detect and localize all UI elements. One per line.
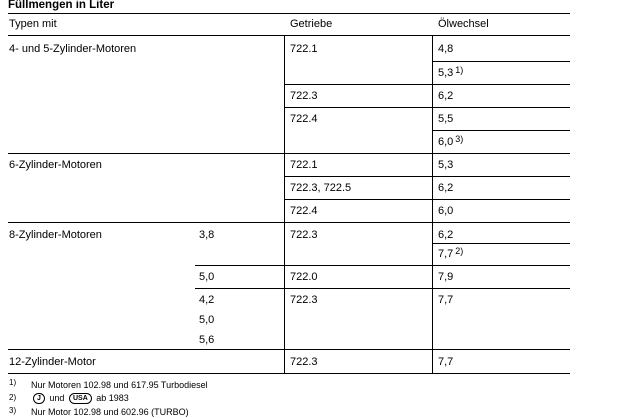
gear-column-divider: [284, 35, 285, 373]
oil-value: 5,3 1): [438, 65, 464, 79]
table-bottom-rule: [8, 373, 570, 374]
country-badge-usa: USA: [68, 393, 92, 405]
header-type: Typen mit: [9, 18, 57, 30]
oil-value: 7,7 2): [438, 246, 464, 260]
oil-row-rule: [432, 61, 570, 62]
displacement-value: 5,6: [199, 334, 215, 346]
footnote-ref: 1): [455, 65, 464, 75]
oil-value: 5,5: [438, 113, 454, 125]
oil-value: 6,2: [438, 90, 454, 102]
gear-value: 722.3: [290, 90, 318, 102]
gear-value: 722.0: [290, 271, 318, 283]
engine-label: 8-Zylinder-Motoren: [9, 229, 102, 241]
group-rule: [8, 222, 570, 223]
engine-label: 4- und 5-Zylinder-Motoren: [9, 43, 137, 55]
oil-value: 6,0 3): [438, 134, 464, 148]
header-gear: Getriebe: [290, 18, 333, 30]
displacement-value: 3,8: [199, 229, 215, 241]
footnote-detail: ab 1983: [96, 393, 129, 403]
oil-value: 7,7: [438, 294, 454, 306]
oil-value: 7,9: [438, 271, 454, 283]
oil-value: 6,2: [438, 182, 454, 194]
engine-label: 6-Zylinder-Motoren: [9, 159, 102, 171]
displacement-row-rule: [195, 288, 570, 289]
gear-value: 722.4: [290, 113, 318, 125]
displacement-value: 5,0: [199, 314, 215, 326]
gear-value: 722.1: [290, 159, 318, 171]
top-rule: [8, 13, 570, 14]
table-title: Füllmengen in Liter: [8, 0, 115, 11]
country-badge-j: J: [33, 393, 45, 405]
gear-row-rule: [284, 107, 570, 108]
gear-value: 722.3: [290, 294, 318, 306]
gear-row-rule: [284, 176, 570, 177]
gear-value: 722.3: [290, 229, 318, 241]
footnote-text: Nur Motor 102.98 und 602.96 (TURBO): [31, 407, 189, 417]
footnote-ref: 3): [455, 134, 464, 144]
footnote-mark: 3): [9, 406, 17, 415]
oil-row-rule: [432, 243, 570, 244]
footnote-text: J und USA ab 1983: [31, 393, 129, 405]
oil-row-rule: [432, 130, 570, 131]
oil-value: 6,0: [438, 205, 454, 217]
displacement-row-rule: [195, 265, 570, 266]
gear-value: 722.4: [290, 205, 318, 217]
header-rule: [8, 35, 570, 36]
gear-value: 722.3, 722.5: [290, 182, 352, 194]
oil-value: 6,2: [438, 229, 454, 241]
gear-value: 722.3: [290, 356, 318, 368]
group-rule: [8, 153, 570, 154]
oil-value: 5,3: [438, 159, 454, 171]
group-rule: [8, 349, 570, 350]
displacement-value: 4,2: [199, 294, 215, 306]
footnote-mark: 1): [9, 378, 17, 387]
oil-value: 4,8: [438, 43, 454, 55]
oil-value: 7,7: [438, 356, 454, 368]
footnote-conjunction: und: [49, 393, 65, 403]
footnote-text: Nur Motoren 102.98 und 617.95 Turbodiese…: [31, 380, 208, 390]
footnote-ref: 2): [455, 246, 464, 256]
gear-row-rule: [284, 84, 570, 85]
engine-label: 12-Zylinder-Motor: [9, 356, 96, 368]
gear-row-rule: [284, 199, 570, 200]
oil-column-divider: [432, 35, 433, 373]
gear-value: 722.1: [290, 43, 318, 55]
header-oil: Ölwechsel: [438, 18, 489, 30]
footnote-mark: 2): [9, 393, 17, 402]
displacement-value: 5,0: [199, 271, 215, 283]
